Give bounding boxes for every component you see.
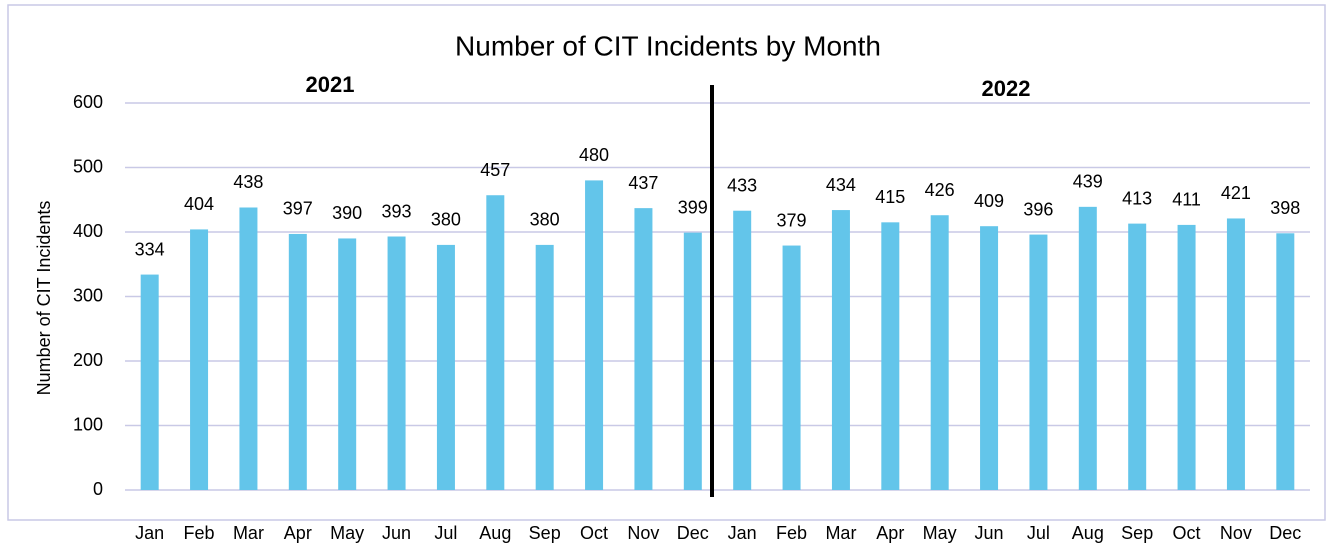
x-tick-label: Dec <box>677 523 709 543</box>
x-tick-label: Aug <box>479 523 511 543</box>
x-tick-label: Sep <box>529 523 561 543</box>
bar <box>436 244 455 490</box>
data-label: 380 <box>431 210 461 230</box>
data-label: 438 <box>233 172 263 192</box>
y-tick-label: 600 <box>73 92 103 112</box>
x-tick-label: Apr <box>876 523 904 543</box>
data-label: 390 <box>332 203 362 223</box>
data-label: 415 <box>875 187 905 207</box>
data-label: 434 <box>826 175 856 195</box>
data-label: 439 <box>1073 172 1103 192</box>
x-tick-label: Jan <box>135 523 164 543</box>
bar <box>585 180 604 490</box>
y-axis-label: Number of CIT Incidents <box>34 201 54 396</box>
bar <box>980 226 999 490</box>
data-label: 409 <box>974 191 1004 211</box>
x-tick-label: Jun <box>975 523 1004 543</box>
x-tick-label: Sep <box>1121 523 1153 543</box>
y-tick-label: 500 <box>73 156 103 176</box>
x-tick-label: Dec <box>1269 523 1301 543</box>
y-tick-label: 400 <box>73 221 103 241</box>
annotation: 2021 <box>306 72 355 97</box>
data-label: 437 <box>628 173 658 193</box>
bar <box>634 208 653 490</box>
bar <box>881 222 900 490</box>
data-label: 426 <box>925 180 955 200</box>
data-label: 480 <box>579 145 609 165</box>
grid: 0 100 200 300 400 500 600 <box>73 92 1310 499</box>
chart-frame <box>7 4 1326 521</box>
data-label: 411 <box>1172 190 1201 210</box>
x-tick-label: Jul <box>434 523 457 543</box>
data-label: 396 <box>1023 199 1053 219</box>
bar <box>387 236 406 490</box>
data-label: 398 <box>1270 198 1300 218</box>
y-tick-label: 200 <box>73 350 103 370</box>
bar <box>683 232 702 490</box>
data-label: 421 <box>1221 183 1251 203</box>
data-label: 393 <box>382 201 412 221</box>
bar <box>733 210 752 490</box>
bar <box>239 207 258 491</box>
x-tick-label: Feb <box>776 523 807 543</box>
x-tick-label: Nov <box>627 523 659 543</box>
bar <box>782 245 801 490</box>
bar <box>1128 223 1147 491</box>
data-label: 380 <box>530 210 560 230</box>
annotation: 2022 <box>982 76 1031 101</box>
y-tick-label: 100 <box>73 414 103 434</box>
bar <box>486 195 505 491</box>
x-tick-label: Jul <box>1027 523 1050 543</box>
bar <box>140 274 159 490</box>
bar <box>831 210 850 490</box>
bar <box>288 233 307 490</box>
x-tick-label: Feb <box>184 523 215 543</box>
x-tick-label: Nov <box>1220 523 1252 543</box>
bar <box>1276 233 1295 491</box>
data-label: 334 <box>135 239 165 259</box>
bar <box>1177 224 1196 490</box>
x-tick-label: Mar <box>233 523 264 543</box>
bar <box>1029 234 1048 490</box>
x-tick-label: Aug <box>1072 523 1104 543</box>
bar <box>1078 206 1097 490</box>
x-tick-label: Jun <box>382 523 411 543</box>
chart-title: Number of CIT Incidents by Month <box>455 30 881 61</box>
data-label: 404 <box>184 194 214 214</box>
bars: Jan 334 Feb 404 Mar 438 Apr 397 May 390 Jun 393 Jul 3… <box>135 145 1302 543</box>
data-label: 433 <box>727 175 757 195</box>
bar <box>338 238 357 490</box>
y-tick-label: 300 <box>73 285 103 305</box>
x-tick-label: May <box>330 523 364 543</box>
data-label: 399 <box>678 197 708 217</box>
data-label: 413 <box>1122 188 1152 208</box>
x-tick-label: May <box>923 523 957 543</box>
y-tick-label: 0 <box>93 479 103 499</box>
bar <box>535 244 554 490</box>
bar <box>930 215 949 491</box>
x-tick-label: Oct <box>580 523 608 543</box>
bar <box>1226 218 1245 490</box>
x-tick-label: Apr <box>284 523 312 543</box>
data-label: 457 <box>480 160 510 180</box>
data-label: 397 <box>283 199 313 219</box>
x-tick-label: Mar <box>825 523 856 543</box>
bar <box>190 229 209 491</box>
x-tick-label: Oct <box>1173 523 1201 543</box>
data-label: 379 <box>777 210 807 230</box>
x-tick-label: Jan <box>728 523 757 543</box>
